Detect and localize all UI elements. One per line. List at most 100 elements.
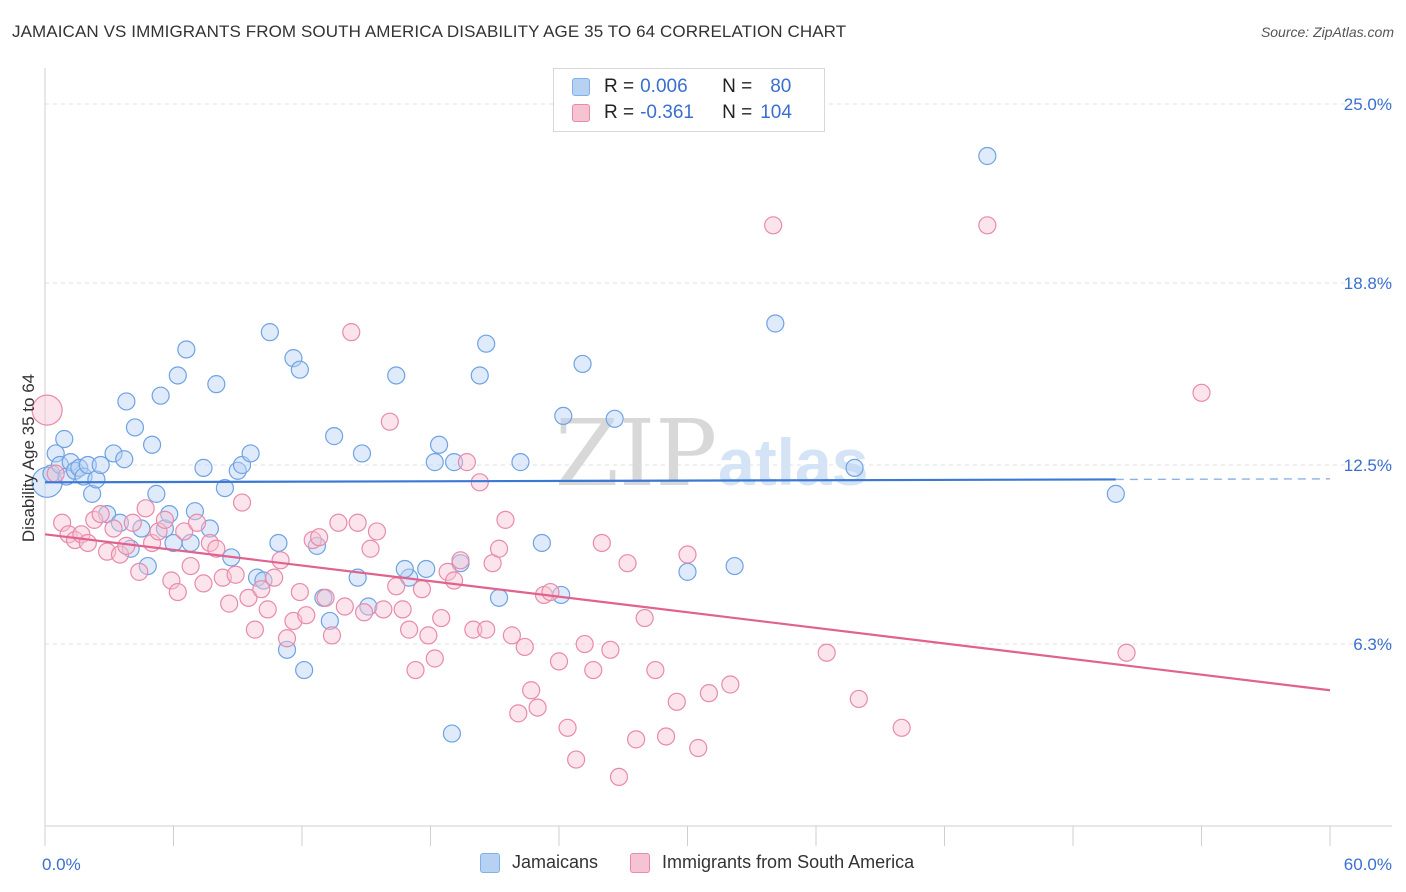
immigrants-point [817, 643, 836, 662]
immigrants-point [342, 323, 361, 342]
jamaicans-point [194, 458, 213, 477]
legend-item-immigrants[interactable]: Immigrants from South America [630, 852, 914, 873]
immigrants-point [104, 519, 123, 538]
jamaicans-point [678, 562, 697, 581]
legend-swatch-jamaicans [480, 852, 500, 873]
jamaicans-point [260, 323, 279, 342]
jamaicans-point [766, 314, 785, 333]
jamaicans-point [78, 455, 97, 475]
y-tick-label: 25.0% [1344, 95, 1392, 114]
jamaicans-point [87, 470, 106, 489]
immigrants-point [220, 594, 239, 613]
immigrants-point [387, 577, 406, 596]
immigrants-point [367, 522, 387, 541]
jamaicans-point [573, 354, 592, 374]
data-points [31, 146, 1211, 787]
legend-row-immigrants: R = -0.361 N = 104 [572, 100, 792, 126]
jamaicans-point [142, 435, 162, 454]
immigrants-point [297, 606, 316, 625]
immigrants-point [509, 704, 528, 723]
jamaicans-point [352, 444, 372, 463]
axes [44, 68, 1392, 846]
y-tick-label: 6.3% [1353, 635, 1392, 654]
immigrants-point [310, 528, 329, 547]
immigrants-point [635, 608, 654, 628]
immigrants-point [187, 513, 207, 532]
immigrants-point [329, 513, 348, 532]
immigrants-point [592, 533, 611, 553]
x-tick-label: 0.0% [42, 855, 81, 874]
immigrants-point [265, 568, 284, 587]
jamaicans-point [241, 444, 260, 463]
immigrants-point [575, 634, 594, 654]
grid-lines [45, 103, 1392, 645]
immigrants-point [656, 727, 676, 746]
immigrants-point [123, 513, 142, 532]
immigrants-point [322, 626, 342, 645]
legend-swatch-jamaicans [572, 78, 590, 96]
jamaicans-point [185, 502, 205, 521]
immigrants-point [601, 640, 620, 659]
immigrants-point [252, 580, 271, 599]
series-legend: Jamaicans Immigrants from South America [480, 852, 946, 873]
jamaicans-point [325, 427, 344, 446]
immigrants-point [496, 510, 515, 529]
jamaicans-point [168, 366, 187, 385]
jamaicans-point [177, 340, 196, 359]
immigrants-point [425, 649, 444, 668]
immigrants-point [412, 580, 432, 599]
immigrants-point [232, 493, 252, 512]
immigrants-point [558, 718, 577, 737]
immigrants-point [444, 571, 464, 590]
r-value-jamaicans: 0.006 [640, 76, 688, 97]
n-label: N = [722, 102, 753, 123]
jamaicans-point [295, 660, 314, 680]
immigrants-point [689, 738, 708, 758]
jamaicans-point [207, 375, 226, 394]
immigrants-point [1192, 383, 1211, 402]
jamaicans-point [489, 588, 509, 607]
immigrants-point [271, 551, 290, 570]
immigrants-point [245, 620, 264, 639]
jamaicans-point [425, 453, 444, 472]
jamaicans-point [477, 334, 496, 353]
immigrants-point [31, 394, 63, 426]
immigrants-point [130, 562, 149, 581]
jamaicans-point [284, 349, 303, 368]
legend-item-jamaicans[interactable]: Jamaicans [480, 852, 598, 873]
x-tick-label: 60.0% [1344, 855, 1392, 874]
jamaicans-point [151, 386, 170, 405]
immigrants-point [1117, 643, 1136, 662]
immigrants-point [258, 600, 277, 619]
jamaicans-point [395, 559, 414, 579]
immigrants-point [470, 473, 489, 492]
immigrants-point [226, 565, 245, 584]
immigrants-point [667, 692, 686, 711]
immigrants-point [609, 767, 629, 787]
tick-labels: 6.3% 12.5% 18.8% 25.0% 0.0% 60.0% [42, 95, 1392, 874]
legend-label-immigrants: Immigrants from South America [662, 852, 915, 872]
immigrants-point [181, 556, 200, 576]
jamaicans-point [845, 458, 864, 477]
immigrants-point [149, 522, 168, 541]
immigrants-point [567, 750, 586, 769]
immigrants-point [477, 620, 496, 639]
immigrants-point [194, 574, 213, 593]
jamaicans-point [387, 366, 406, 385]
immigrants-point [584, 660, 603, 680]
r-value-immigrants: -0.361 [640, 102, 694, 123]
immigrants-point [721, 675, 740, 694]
immigrants-point [419, 626, 438, 645]
n-label: N = [722, 76, 753, 97]
jamaicans-point [417, 559, 436, 579]
immigrants-point [464, 620, 483, 639]
immigrants-point [849, 689, 868, 709]
immigrants-point [399, 620, 419, 639]
y-axis-label: Disability Age 35 to 64 [19, 374, 38, 542]
jamaicans-point [117, 392, 136, 411]
immigrants-point [239, 588, 258, 607]
jamaicans-point [269, 533, 288, 553]
r-label: R = [604, 76, 635, 97]
immigrants-point [335, 597, 354, 616]
